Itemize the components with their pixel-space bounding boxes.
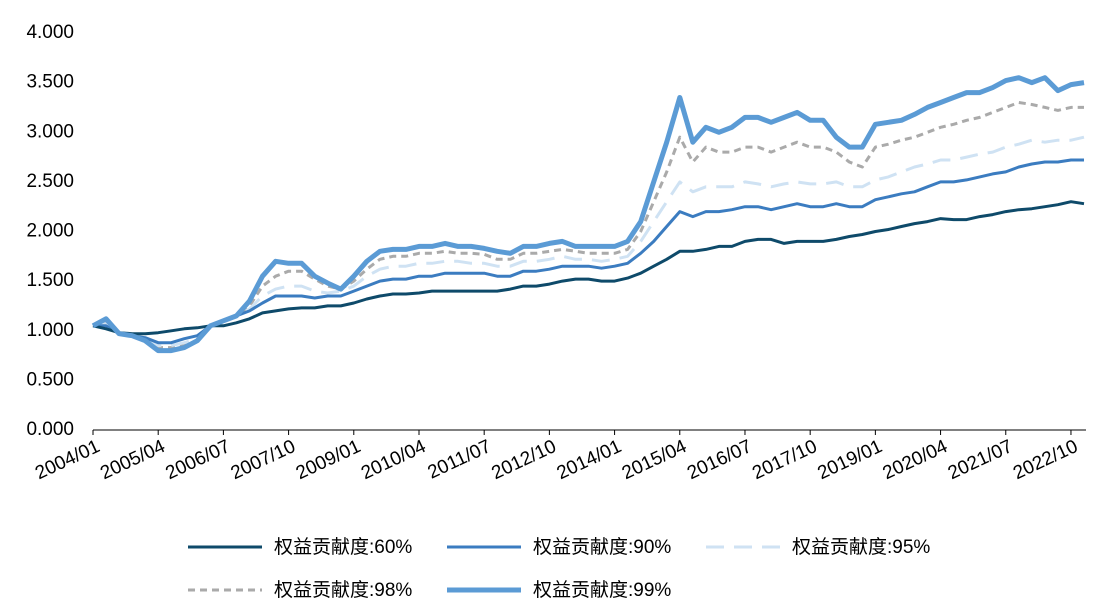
x-tick-label: 2010/04	[358, 436, 430, 484]
x-tick-label: 2016/07	[684, 436, 755, 484]
series-line	[93, 158, 1084, 345]
y-tick-label: 0.000	[26, 419, 74, 440]
y-tick-label: 0.500	[26, 369, 74, 390]
x-tick-label: 2004/01	[32, 436, 103, 484]
y-tick-label: 4.000	[26, 22, 74, 43]
x-tick-label: 2020/04	[880, 436, 952, 484]
x-tick-label: 2019/01	[814, 436, 885, 484]
series-line	[91, 75, 1085, 354]
legend-label: 权益贡献度:98%	[274, 579, 412, 601]
x-tick-label: 2017/10	[749, 436, 820, 484]
y-tick-label: 2.500	[26, 171, 74, 192]
legend-label: 权益贡献度:90%	[533, 536, 671, 558]
x-tick-label: 2014/01	[554, 436, 625, 484]
x-tick-label: 2011/07	[425, 436, 495, 483]
x-tick-label: 2006/07	[163, 436, 234, 484]
legend-label: 权益贡献度:60%	[274, 536, 412, 558]
x-tick-label: 2015/04	[619, 436, 691, 484]
y-tick-label: 1.500	[26, 270, 74, 291]
x-tick-label: 2007/10	[228, 436, 299, 484]
x-tick-label: 2012/10	[488, 436, 559, 484]
legend-label: 权益贡献度:95%	[792, 536, 930, 558]
y-tick-label: 1.000	[26, 320, 74, 341]
x-tick-label: 2021/07	[945, 436, 1016, 484]
x-tick-label: 2005/04	[97, 436, 169, 484]
series-line	[92, 101, 1084, 350]
y-tick-label: 2.000	[26, 221, 74, 242]
series-line	[92, 200, 1085, 336]
x-tick-label: 2009/01	[293, 436, 364, 484]
x-tick-label: 2022/10	[1010, 436, 1081, 484]
series-line	[92, 135, 1085, 348]
y-tick-label: 3.500	[26, 72, 74, 93]
legend-label: 权益贡献度:99%	[533, 579, 671, 601]
y-tick-label: 3.000	[26, 121, 74, 142]
